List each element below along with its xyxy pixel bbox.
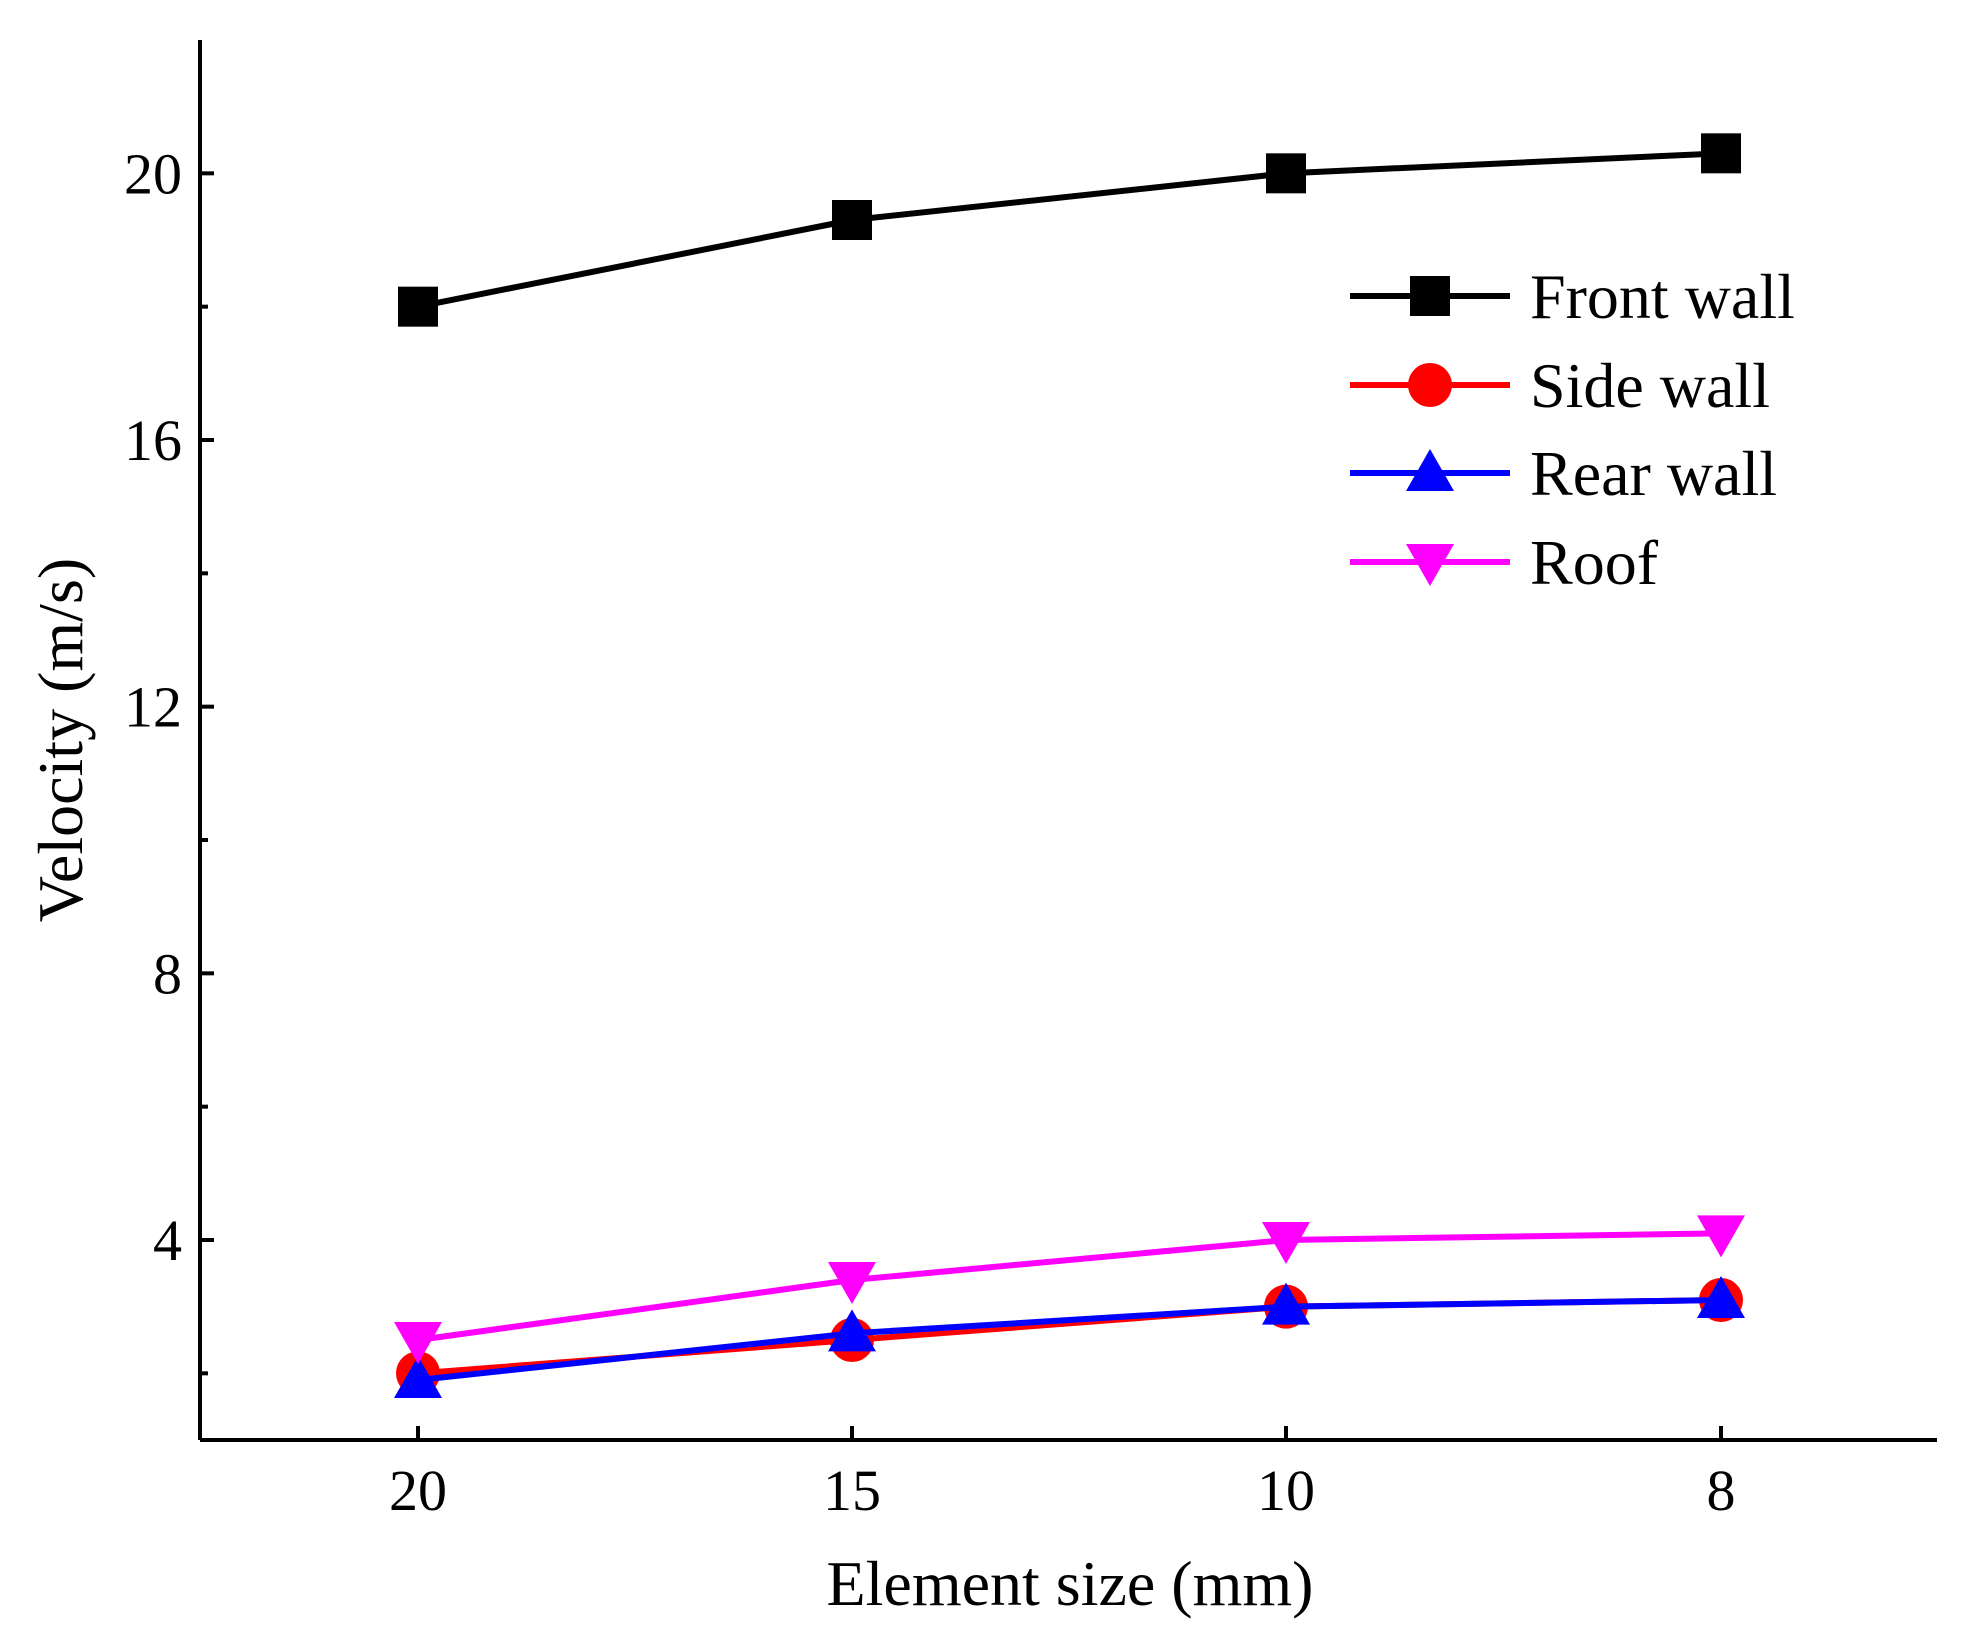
series-line-roof (417, 1230, 1722, 1343)
point-roof-20 (394, 1322, 442, 1364)
legend-marker-roof (1406, 544, 1454, 586)
x-tick-label-10: 10 (1257, 1458, 1315, 1523)
legend-label-side-wall: Side wall (1530, 350, 1770, 421)
x-tick-label-15: 15 (823, 1458, 881, 1523)
series-front-wall (398, 133, 1741, 327)
y-tick-label-8: 8 (153, 941, 182, 1006)
point-front-wall-15 (832, 200, 872, 240)
legend: Front wall Side wall Rear wall Roof (1350, 261, 1795, 598)
y-ticks: 4 8 12 16 20 (124, 141, 214, 1376)
y-tick-label-12: 12 (124, 675, 182, 740)
series-roof (394, 1215, 1745, 1364)
legend-marker-side-wall (1408, 363, 1452, 407)
point-rear-wall-20 (394, 1356, 442, 1398)
series-layer (394, 133, 1745, 1398)
series-line-front-wall (417, 150, 1722, 310)
point-roof-15 (828, 1262, 876, 1304)
legend-item-front-wall: Front wall (1350, 261, 1795, 332)
series-side-wall (396, 1278, 1743, 1396)
x-tick-label-8: 8 (1707, 1458, 1736, 1523)
y-tick-label-20: 20 (124, 141, 182, 206)
point-rear-wall-10 (1262, 1282, 1310, 1325)
point-roof-8 (1697, 1215, 1745, 1258)
legend-label-rear-wall: Rear wall (1530, 438, 1777, 509)
series-line-rear-wall (417, 1297, 1722, 1383)
point-rear-wall-8 (1697, 1276, 1745, 1318)
legend-marker-rear-wall (1406, 449, 1454, 491)
legend-item-rear-wall: Rear wall (1350, 438, 1777, 509)
point-roof-10 (1262, 1222, 1310, 1264)
x-axis-title: Element size (mm) (827, 1548, 1314, 1619)
axes (198, 40, 1937, 1442)
y-axis-title: Velocity (m/s) (25, 558, 96, 922)
point-rear-wall-15 (828, 1309, 876, 1352)
legend-marker-front-wall (1410, 276, 1450, 316)
legend-item-side-wall: Side wall (1350, 350, 1770, 421)
legend-item-roof: Roof (1350, 527, 1659, 598)
y-tick-label-4: 4 (153, 1208, 182, 1273)
legend-label-roof: Roof (1530, 527, 1659, 598)
x-ticks: 20 15 10 8 (389, 1426, 1736, 1523)
y-tick-label-16: 16 (124, 408, 182, 473)
x-tick-label-20: 20 (389, 1458, 447, 1523)
legend-label-front-wall: Front wall (1530, 261, 1795, 332)
point-front-wall-20 (398, 286, 438, 327)
series-rear-wall (394, 1276, 1745, 1398)
point-front-wall-8 (1701, 133, 1741, 174)
point-front-wall-10 (1266, 153, 1306, 194)
